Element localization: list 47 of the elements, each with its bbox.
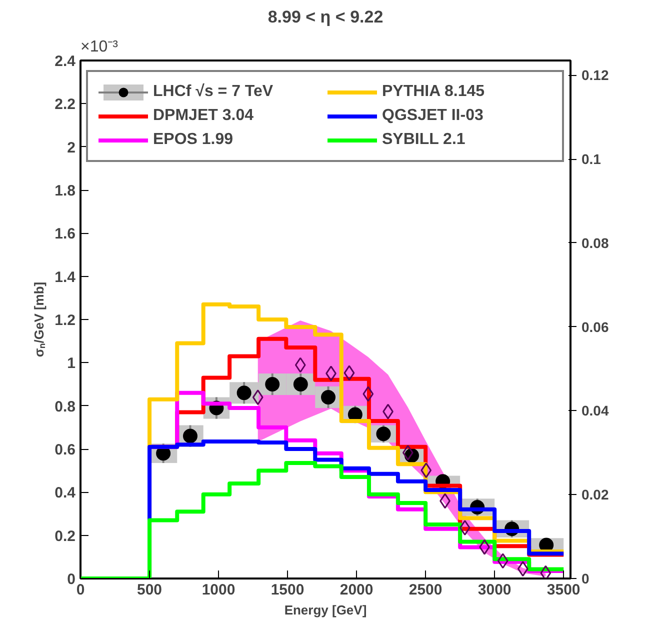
x-tick-label: 500	[137, 582, 162, 598]
y-tick-label: 1.2	[54, 312, 76, 329]
x-tick-label: 2000	[340, 582, 374, 598]
point	[402, 444, 414, 460]
legend-label: LHCf √s = 7 TeV	[153, 83, 274, 101]
y-tick-label: 0.6	[54, 442, 76, 458]
y-tick-label: 0	[67, 571, 76, 588]
y-tick-label: 0.2	[54, 528, 76, 545]
y2-tick-label: 0.08	[582, 234, 609, 251]
y-tick-label: 1	[67, 355, 76, 372]
chart-title: 8.99 < η < 9.22	[268, 8, 384, 26]
x-tick-label: 3500	[546, 582, 580, 598]
y2-tick-label: 0.06	[582, 318, 609, 335]
y-tick-label: 0.8	[54, 398, 76, 416]
legend-label: DPMJET 3.04	[153, 107, 254, 125]
x-tick-label: 2500	[408, 582, 442, 598]
y-tick-label: 2	[67, 139, 76, 156]
legend-label: EPOS 1.99	[153, 131, 234, 149]
point	[497, 553, 508, 569]
point	[294, 357, 306, 373]
point	[252, 390, 264, 406]
point	[420, 462, 432, 478]
legend-label: SYBILL 2.1	[382, 131, 466, 149]
x-tick-label: 1500	[270, 582, 304, 598]
point	[517, 561, 528, 577]
point	[344, 365, 355, 381]
y2-tick-label: 0.02	[582, 486, 609, 503]
y2-tick-label: 0	[582, 570, 590, 586]
y-tick-label: 1.8	[54, 182, 76, 200]
y-tick-label: 1.4	[54, 268, 76, 286]
x-tick-label: 1000	[202, 582, 236, 598]
y2-tick-label: 0.1	[582, 151, 602, 168]
point	[540, 565, 552, 578]
legend-label: QGSJET II-03	[382, 107, 484, 125]
text: ×10⁻³	[80, 38, 119, 56]
x-tick-label: 3000	[478, 582, 512, 598]
y-tick-label: 2.2	[54, 96, 76, 114]
y-axis-title: σₙ/GeV [mb]	[32, 282, 47, 358]
y-tick-label: 0.4	[54, 484, 76, 502]
y-tick-label: 2.4	[54, 53, 76, 70]
y-tick-label: 1.6	[54, 226, 76, 243]
y2-tick-label: 0.04	[582, 402, 609, 419]
point	[362, 386, 374, 402]
x-axis-title: Energy [GeV]	[284, 602, 367, 618]
point	[459, 520, 470, 536]
y2-tick-label: 0.12	[582, 67, 609, 84]
legend-label: PYTHIA 8.145	[382, 83, 486, 101]
